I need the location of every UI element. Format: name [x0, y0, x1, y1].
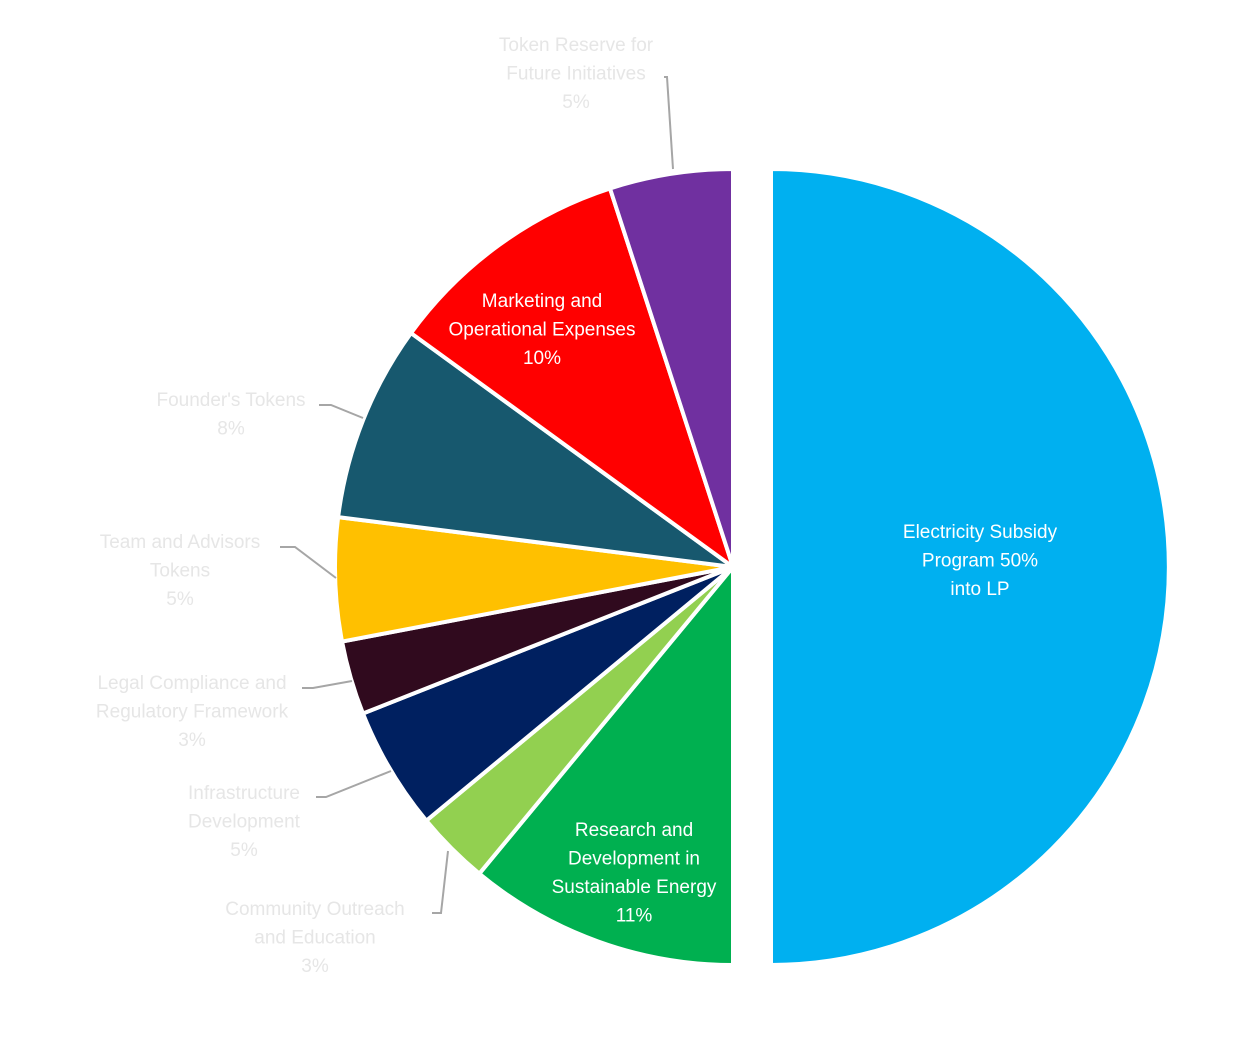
slice-label-line: 5%	[166, 589, 194, 610]
slice-label-line: Marketing and	[482, 291, 602, 312]
labels-layer: Electricity Subsidy Program 50% into LP Res…	[96, 35, 1058, 977]
slice-label-line: into LP	[950, 579, 1009, 600]
slice-label-line: Infrastructure	[188, 783, 300, 804]
leader-line-2	[432, 850, 449, 914]
slice-label-line: Program 50%	[922, 551, 1038, 572]
leader-line-3	[316, 770, 392, 798]
slice-label-line: 11%	[616, 906, 653, 927]
slice-label-line: Founder's Tokens	[156, 390, 305, 411]
slice-label-1: Research and Development in Sustainable En…	[552, 820, 717, 927]
slice-label-6: Founder's Tokens 8%	[156, 390, 305, 440]
slice-label-0: Electricity Subsidy Program 50% into LP	[903, 522, 1058, 600]
slice-label-line: Token Reserve for	[499, 35, 654, 56]
slice-label-line: 3%	[178, 730, 206, 751]
slice-label-line: Team and Advisors	[100, 532, 261, 553]
leader-lines-layer	[280, 76, 674, 914]
slice-label-line: Research and	[575, 820, 693, 841]
slice-label-line: Operational Expenses	[449, 320, 636, 341]
slice-label-line: Community Outreach	[225, 899, 405, 920]
leader-line-4	[302, 680, 353, 689]
pie-slice-0	[769, 166, 1171, 968]
slice-label-2: Community Outreach and Education 3%	[225, 899, 405, 977]
slice-label-line: Development in	[568, 849, 700, 870]
slice-label-line: Future Initiatives	[506, 64, 645, 85]
slice-label-line: Sustainable Energy	[552, 877, 717, 898]
slice-label-line: 10%	[523, 348, 561, 369]
slice-label-line: 5%	[230, 840, 258, 861]
slice-label-line: Development	[188, 812, 301, 833]
slice-label-line: Legal Compliance and	[97, 673, 286, 694]
slice-label-8: Token Reserve for Future Initiatives 5%	[499, 35, 654, 113]
slice-label-line: and Education	[254, 928, 376, 949]
slice-label-4: Legal Compliance and Regulatory Framework…	[96, 673, 289, 751]
slice-label-5: Team and Advisors Tokens 5%	[100, 532, 261, 610]
leader-line-5	[280, 546, 337, 579]
slice-label-line: 8%	[217, 419, 245, 440]
slices-layer	[333, 166, 1171, 968]
slice-label-line: Tokens	[150, 561, 210, 582]
pie-slice-1	[476, 561, 735, 968]
slice-label-line: Electricity Subsidy	[903, 522, 1058, 543]
slice-label-line: Regulatory Framework	[96, 702, 289, 723]
leader-line-8	[664, 76, 674, 170]
leader-line-6	[319, 404, 364, 419]
slice-label-line: 3%	[301, 956, 329, 977]
slice-label-3: Infrastructure Development 5%	[188, 783, 301, 861]
pie-slice-7	[408, 185, 737, 573]
pie-slice-6	[335, 330, 735, 569]
slice-label-line: 5%	[562, 92, 590, 113]
pie-slice-8	[607, 166, 735, 568]
slice-label-7: Marketing and Operational Expenses 10%	[449, 291, 636, 369]
